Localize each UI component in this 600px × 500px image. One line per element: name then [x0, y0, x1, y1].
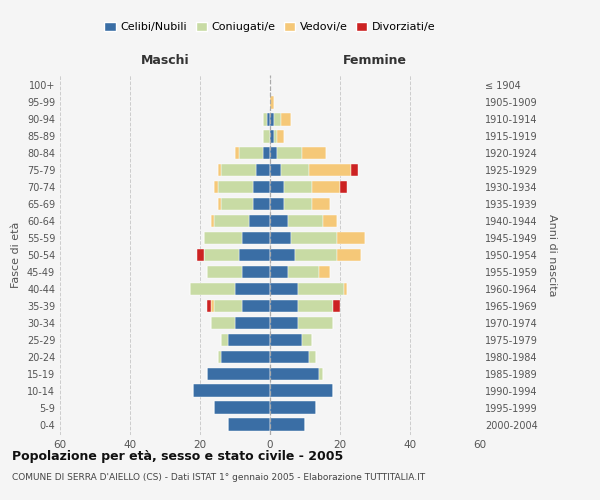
Bar [270, 232, 291, 244]
Bar [270, 113, 274, 126]
Bar [295, 248, 337, 262]
Bar [312, 180, 340, 194]
Bar [287, 214, 323, 228]
Bar [211, 300, 214, 312]
Bar [218, 198, 221, 210]
Bar [323, 214, 337, 228]
Bar [221, 164, 256, 176]
Text: COMUNE DI SERRA D'AIELLO (CS) - Dati ISTAT 1° gennaio 2005 - Elaborazione TUTTIT: COMUNE DI SERRA D'AIELLO (CS) - Dati IST… [12, 472, 425, 482]
Bar [270, 300, 298, 312]
Bar [270, 282, 298, 296]
Bar [221, 334, 228, 346]
Text: Popolazione per età, sesso e stato civile - 2005: Popolazione per età, sesso e stato civil… [12, 450, 343, 463]
Bar [270, 130, 274, 142]
Bar [270, 402, 316, 414]
Bar [277, 130, 284, 142]
Bar [270, 180, 284, 194]
Bar [287, 266, 319, 278]
Bar [203, 232, 242, 244]
Bar [281, 164, 308, 176]
Bar [333, 300, 340, 312]
Bar [190, 282, 235, 296]
Bar [193, 384, 270, 397]
Bar [270, 198, 284, 210]
Bar [256, 164, 270, 176]
Bar [221, 350, 270, 364]
Bar [298, 282, 343, 296]
Legend: Celibi/Nubili, Coniugati/e, Vedovi/e, Divorziati/e: Celibi/Nubili, Coniugati/e, Vedovi/e, Di… [100, 18, 440, 37]
Bar [284, 198, 312, 210]
Bar [298, 300, 333, 312]
Bar [235, 316, 270, 330]
Bar [319, 266, 329, 278]
Bar [350, 164, 358, 176]
Bar [274, 113, 281, 126]
Bar [235, 146, 239, 160]
Bar [214, 300, 242, 312]
Bar [302, 146, 326, 160]
Bar [340, 180, 347, 194]
Bar [218, 164, 221, 176]
Bar [197, 248, 203, 262]
Bar [207, 368, 270, 380]
Bar [308, 164, 350, 176]
Bar [337, 232, 365, 244]
Bar [270, 384, 333, 397]
Bar [211, 214, 214, 228]
Text: Maschi: Maschi [140, 54, 190, 66]
Bar [270, 316, 298, 330]
Bar [263, 146, 270, 160]
Bar [207, 300, 211, 312]
Bar [337, 248, 361, 262]
Bar [218, 180, 253, 194]
Bar [270, 334, 302, 346]
Bar [263, 130, 270, 142]
Bar [263, 113, 266, 126]
Bar [207, 266, 242, 278]
Bar [270, 248, 295, 262]
Bar [308, 350, 316, 364]
Bar [214, 214, 249, 228]
Bar [312, 198, 329, 210]
Bar [242, 232, 270, 244]
Bar [281, 113, 291, 126]
Bar [270, 266, 287, 278]
Bar [270, 368, 319, 380]
Bar [270, 146, 277, 160]
Bar [284, 180, 312, 194]
Bar [270, 350, 308, 364]
Bar [242, 300, 270, 312]
Bar [302, 334, 312, 346]
Bar [253, 198, 270, 210]
Bar [211, 316, 235, 330]
Bar [277, 146, 302, 160]
Bar [343, 282, 347, 296]
Bar [228, 418, 270, 431]
Bar [274, 130, 277, 142]
Bar [319, 368, 323, 380]
Bar [242, 266, 270, 278]
Bar [298, 316, 333, 330]
Bar [228, 334, 270, 346]
Bar [270, 164, 281, 176]
Bar [291, 232, 337, 244]
Bar [239, 248, 270, 262]
Bar [218, 350, 221, 364]
Bar [270, 418, 305, 431]
Bar [214, 180, 218, 194]
Bar [270, 214, 287, 228]
Text: Femmine: Femmine [343, 54, 407, 66]
Bar [235, 282, 270, 296]
Y-axis label: Anni di nascita: Anni di nascita [547, 214, 557, 296]
Bar [266, 113, 270, 126]
Bar [253, 180, 270, 194]
Bar [203, 248, 239, 262]
Bar [270, 96, 274, 108]
Bar [214, 402, 270, 414]
Bar [221, 198, 253, 210]
Y-axis label: Fasce di età: Fasce di età [11, 222, 21, 288]
Bar [239, 146, 263, 160]
Bar [249, 214, 270, 228]
